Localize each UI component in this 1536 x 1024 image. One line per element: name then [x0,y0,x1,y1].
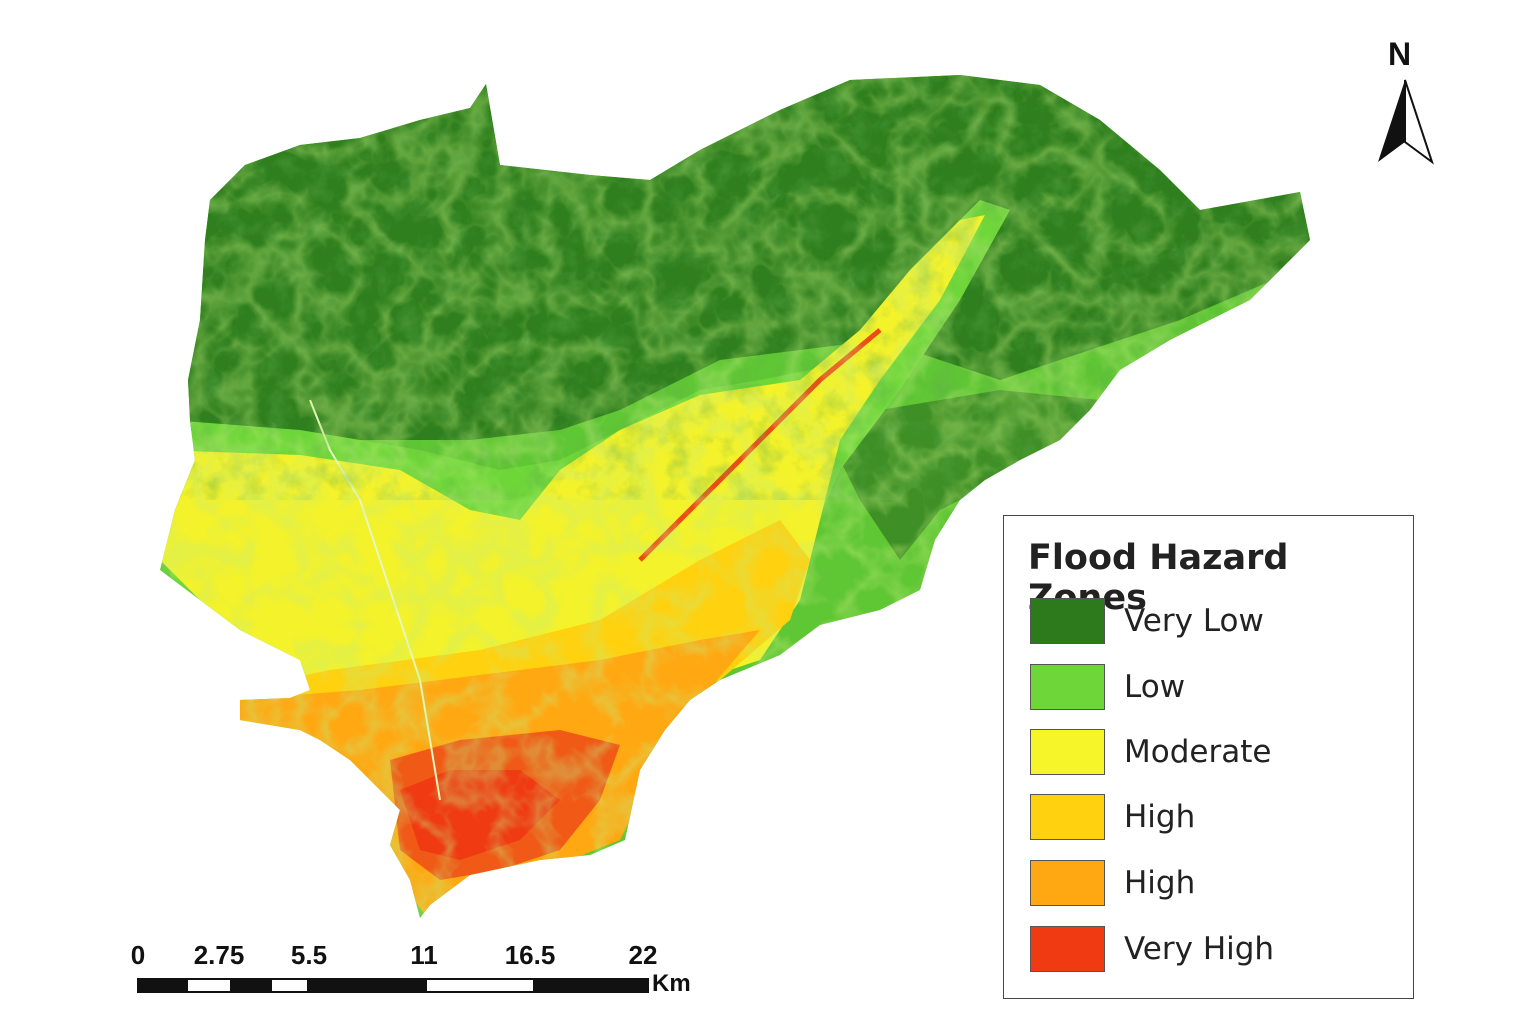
legend: Flood Hazard Zones Very Low Low Moderate… [1003,515,1414,999]
scale-tick-5: 22 [628,940,658,970]
legend-label: Low [1124,669,1186,705]
north-arrow [1378,79,1434,165]
scale-bar [137,978,649,993]
scale-unit: Km [652,970,691,997]
legend-label: High [1124,799,1196,835]
legend-swatch [1030,860,1105,906]
scale-tick-4: 16.5 [504,940,556,970]
scale-tick-3: 11 [410,940,438,970]
legend-label: Moderate [1124,734,1272,770]
legend-swatch [1030,729,1105,775]
legend-swatch [1030,926,1105,972]
scale-tick-1: 2.75 [193,940,245,970]
legend-swatch [1030,598,1105,644]
legend-label: High [1124,865,1196,901]
legend-swatch [1030,664,1105,710]
legend-label: Very Low [1124,603,1264,639]
scale-tick-2: 5.5 [290,940,328,970]
scale-tick-0: 0 [130,940,146,970]
north-label: N [1388,36,1412,72]
legend-swatch [1030,794,1105,840]
legend-label: Very High [1124,931,1275,967]
